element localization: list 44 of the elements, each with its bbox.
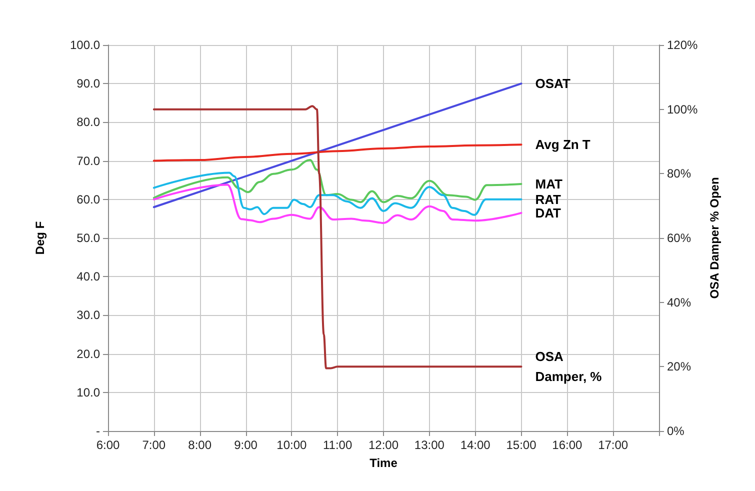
x-tick-label: 12:00 [368, 438, 399, 452]
line-series [152, 172, 522, 216]
y2-axis-title: OSA Damper % Open [708, 177, 722, 299]
y-tick-label: 80.0 [76, 115, 100, 130]
series-label: OSAT [535, 76, 570, 92]
x-tick-label: 6:00 [96, 438, 120, 452]
y2-tick-label: 40% [667, 295, 692, 310]
series-label: OSA Damper, % [535, 349, 602, 384]
line-series [152, 144, 522, 162]
series-label: MAT [535, 176, 562, 192]
x-tick-label: 16:00 [552, 438, 583, 452]
y2-tick-label: 100% [667, 102, 698, 116]
y2-tick-label: 0% [667, 424, 685, 438]
x-tick-label: 15:00 [506, 438, 537, 452]
series-label: DAT [535, 205, 562, 220]
x-tick-label: 7:00 [142, 438, 166, 452]
series-label: RAT [535, 192, 562, 207]
y2-tick-label: 80% [667, 166, 692, 181]
x-axis-title: Time [370, 456, 398, 470]
y-axis-title: Deg F [33, 221, 47, 255]
y2-tick-label: 120% [667, 38, 698, 52]
y-tick-label: 90.0 [76, 76, 100, 91]
y-tick-label: 50.0 [76, 231, 100, 245]
x-tick-label: 13:00 [414, 438, 445, 452]
y2-tick-label: 60% [667, 231, 692, 245]
y-tick-label: - [96, 424, 100, 438]
x-tick-label: 10:00 [276, 438, 308, 452]
line-series [152, 184, 522, 224]
y-tick-label: 40.0 [76, 270, 100, 284]
y-tick-label: 70.0 [76, 154, 100, 168]
y-tick-label: 60.0 [76, 192, 100, 206]
y-tick-label: 20.0 [76, 346, 100, 361]
y-tick-label: 100.0 [70, 38, 100, 52]
x-tick-label: 9:00 [234, 438, 258, 452]
x-tick-label: 14:00 [460, 438, 491, 452]
line-series [152, 159, 522, 204]
y2-tick-label: 20% [667, 360, 692, 374]
series-label: Avg Zn T [535, 137, 590, 152]
x-tick-label: 11:00 [323, 438, 352, 452]
y-tick-label: 10.0 [76, 385, 100, 400]
line-series [152, 105, 522, 370]
y-tick-label: 30.0 [76, 308, 100, 322]
x-tick-label: 8:00 [188, 438, 212, 452]
x-tick-label: 17:00 [598, 438, 628, 452]
